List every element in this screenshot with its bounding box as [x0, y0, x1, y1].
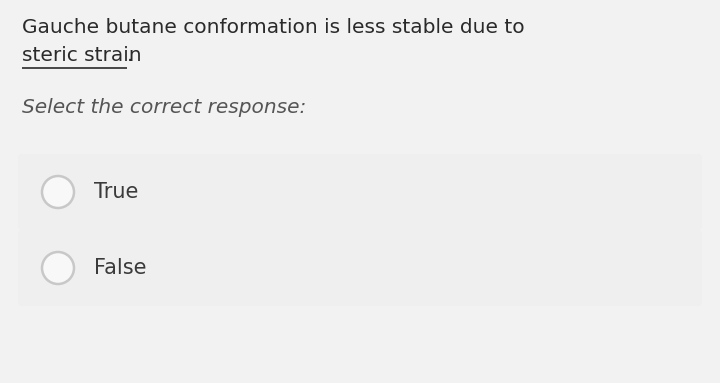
Text: .: .: [127, 46, 133, 65]
Circle shape: [42, 176, 74, 208]
FancyBboxPatch shape: [18, 154, 702, 230]
Circle shape: [42, 252, 74, 284]
Text: Select the correct response:: Select the correct response:: [22, 98, 306, 117]
Text: True: True: [94, 182, 138, 202]
FancyBboxPatch shape: [18, 230, 702, 306]
Text: steric strain: steric strain: [22, 46, 142, 65]
Text: Gauche butane conformation is less stable due to: Gauche butane conformation is less stabl…: [22, 18, 525, 37]
Text: False: False: [94, 258, 146, 278]
